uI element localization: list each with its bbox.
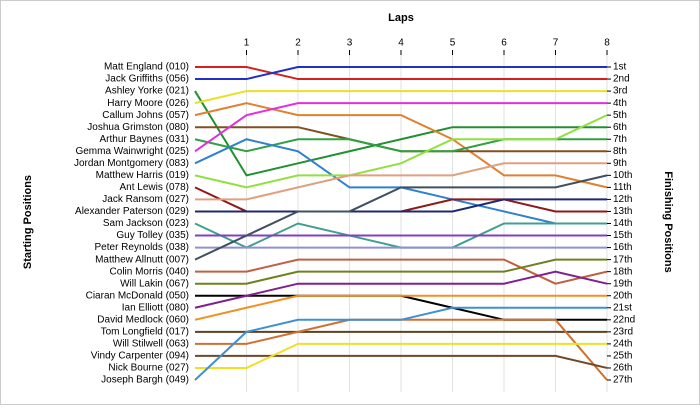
legend-label: Joshua Grimston (080) bbox=[87, 122, 189, 133]
series-line bbox=[195, 342, 607, 369]
series-line bbox=[194, 270, 608, 309]
chart-title: Laps bbox=[388, 12, 414, 24]
legend-label: Harry Moore (026) bbox=[107, 98, 189, 109]
y2-tick-label: 26th bbox=[613, 363, 632, 374]
series-line bbox=[194, 306, 607, 381]
y2-tick-label: 16th bbox=[613, 242, 632, 253]
y2-tick-label: 8th bbox=[613, 146, 627, 157]
x-tick-label: 5 bbox=[450, 38, 456, 49]
legend-label: Joseph Bargh (049) bbox=[101, 375, 189, 386]
legend-label: Will Stilwell (063) bbox=[113, 339, 189, 350]
legend-label: Gemma Wainwright (025) bbox=[75, 146, 189, 157]
y2-tick-label: 17th bbox=[613, 254, 632, 265]
y-axis-label: Starting Positions bbox=[22, 175, 34, 269]
series-line bbox=[195, 66, 607, 81]
y2-tick-label: 13th bbox=[613, 206, 632, 217]
series-line bbox=[194, 102, 608, 189]
series-line bbox=[194, 114, 608, 189]
x-tick-label: 4 bbox=[398, 38, 404, 49]
series-line bbox=[194, 294, 607, 321]
series-line bbox=[194, 102, 607, 153]
y2-tick-label: 6th bbox=[613, 122, 627, 133]
y2-tick-label: 23rd bbox=[613, 326, 633, 337]
legend-label: Vindy Carpenter (094) bbox=[91, 351, 189, 362]
series-line bbox=[194, 174, 608, 261]
y2-tick-label: 7th bbox=[613, 134, 627, 145]
series-line bbox=[195, 162, 607, 201]
legend-label: Tom Longfield (017) bbox=[101, 326, 189, 337]
legend-label: Ashley Yorke (021) bbox=[105, 86, 189, 97]
y2-tick-label: 20th bbox=[613, 290, 632, 301]
legend-label: Callum Johns (057) bbox=[102, 110, 189, 121]
legend-label: Jack Griffiths (056) bbox=[105, 74, 189, 85]
y2-tick-label: 27th bbox=[613, 375, 632, 386]
y2-tick-label: 12th bbox=[613, 194, 632, 205]
legend-label: Sam Jackson (023) bbox=[103, 218, 189, 229]
y2-tick-label: 10th bbox=[613, 170, 632, 181]
legend-label: Arthur Baynes (031) bbox=[100, 134, 190, 145]
legend-label: Matt England (010) bbox=[104, 62, 189, 73]
series-line bbox=[195, 66, 607, 81]
series-line bbox=[195, 198, 607, 213]
x-tick-label: 1 bbox=[244, 38, 250, 49]
series-line bbox=[194, 90, 607, 177]
legend-label: David Medlock (060) bbox=[97, 314, 189, 325]
series-line bbox=[194, 90, 607, 105]
y2-tick-label: 18th bbox=[613, 266, 632, 277]
legend-label: Matthew Allnutt (007) bbox=[95, 254, 189, 265]
legend-label: Jordan Montgomery (083) bbox=[74, 158, 189, 169]
y2-tick-label: 11th bbox=[613, 182, 632, 193]
legend-label: Jack Ransom (027) bbox=[102, 194, 189, 205]
series-line bbox=[195, 354, 608, 369]
y2-tick-label: 2nd bbox=[613, 74, 630, 85]
legend-label: Matthew Harris (019) bbox=[96, 170, 189, 181]
y2-tick-label: 19th bbox=[613, 278, 632, 289]
legend-label: Ciaran McDonald (050) bbox=[86, 290, 189, 301]
y2-tick-label: 25th bbox=[613, 351, 632, 362]
legend-label: Ian Elliott (080) bbox=[122, 302, 189, 313]
y2-tick-label: 3rd bbox=[613, 86, 627, 97]
y2-tick-label: 15th bbox=[613, 230, 632, 241]
y2-tick-label: 5th bbox=[613, 110, 627, 121]
y2-axis-label: Finishing Positions bbox=[662, 171, 674, 272]
legend-label: Ant Lewis (078) bbox=[120, 182, 189, 193]
legend-label: Nick Bourne (027) bbox=[108, 363, 189, 374]
x-tick-label: 3 bbox=[347, 38, 353, 49]
legend-label: Guy Tolley (035) bbox=[116, 230, 189, 241]
y2-tick-label: 14th bbox=[613, 218, 632, 229]
y2-tick-label: 21st bbox=[613, 302, 632, 313]
legend-label: Will Lakin (067) bbox=[120, 278, 189, 289]
x-tick-label: 8 bbox=[604, 38, 610, 49]
x-tick-label: 6 bbox=[501, 38, 507, 49]
legend-label: Peter Reynolds (038) bbox=[95, 242, 190, 253]
legend-label: Colin Morris (040) bbox=[110, 266, 189, 277]
y2-tick-label: 9th bbox=[613, 158, 627, 169]
x-tick-label: 7 bbox=[553, 38, 559, 49]
y2-tick-label: 4th bbox=[613, 98, 627, 109]
legend-label: Alexander Paterson (029) bbox=[75, 206, 189, 217]
x-tick-label: 2 bbox=[295, 38, 301, 49]
series-line bbox=[195, 258, 607, 285]
y2-tick-label: 24th bbox=[613, 339, 632, 350]
y2-tick-label: 1st bbox=[613, 62, 627, 73]
y2-tick-label: 22nd bbox=[613, 314, 635, 325]
